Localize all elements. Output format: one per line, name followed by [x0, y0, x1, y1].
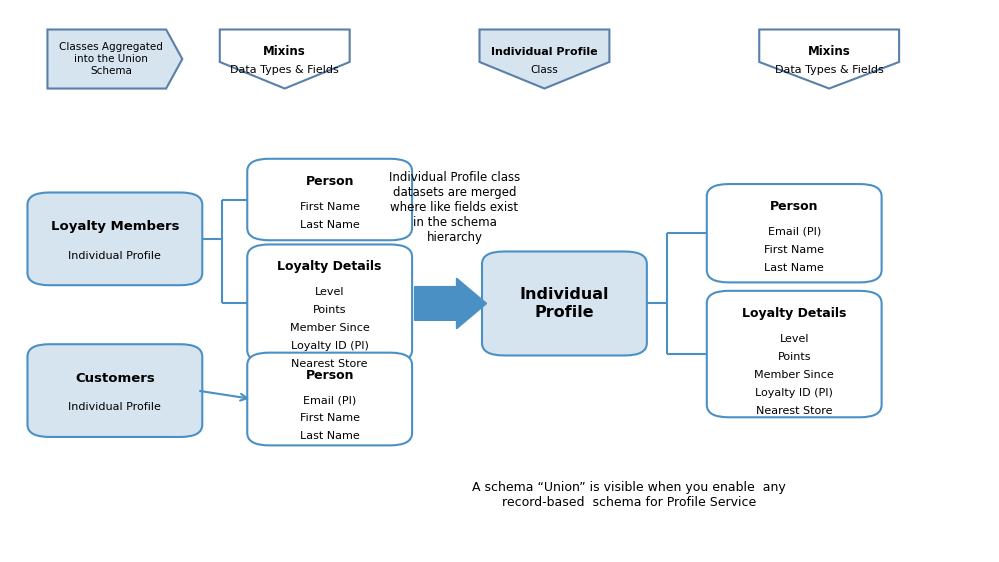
Text: Individual
Profile: Individual Profile	[519, 287, 609, 320]
FancyBboxPatch shape	[248, 353, 412, 445]
Text: Data Types & Fields: Data Types & Fields	[775, 65, 883, 75]
Polygon shape	[48, 29, 182, 88]
FancyBboxPatch shape	[482, 252, 647, 355]
Text: Individual Profile: Individual Profile	[492, 47, 597, 57]
Text: First Name: First Name	[764, 245, 824, 255]
Text: Points: Points	[777, 352, 811, 361]
Text: Class: Class	[530, 65, 558, 75]
Polygon shape	[480, 29, 609, 88]
Text: Person: Person	[306, 175, 354, 188]
Text: Loyalty Details: Loyalty Details	[278, 260, 382, 274]
Text: Level: Level	[779, 334, 809, 343]
FancyBboxPatch shape	[248, 158, 412, 241]
Text: Mixins: Mixins	[264, 46, 306, 58]
Text: Individual Profile: Individual Profile	[69, 402, 161, 413]
Text: Individual Profile: Individual Profile	[69, 251, 161, 261]
Polygon shape	[220, 29, 350, 88]
Text: Email (PI): Email (PI)	[767, 227, 821, 237]
Text: Mixins: Mixins	[808, 46, 850, 58]
FancyBboxPatch shape	[28, 192, 202, 285]
Text: Loyalty Members: Loyalty Members	[51, 220, 179, 233]
Text: Individual Profile class
datasets are merged
where like fields exist
in the sche: Individual Profile class datasets are me…	[389, 171, 520, 244]
Polygon shape	[759, 29, 899, 88]
Text: A schema “Union” is visible when you enable  any
record-based  schema for Profil: A schema “Union” is visible when you ena…	[473, 481, 786, 509]
Text: Classes Aggregated
into the Union
Schema: Classes Aggregated into the Union Schema	[59, 42, 163, 76]
FancyBboxPatch shape	[707, 184, 882, 283]
FancyBboxPatch shape	[28, 344, 202, 437]
Text: Loyalty ID (PI): Loyalty ID (PI)	[755, 388, 833, 397]
Text: Customers: Customers	[75, 371, 155, 385]
Text: Last Name: Last Name	[300, 220, 360, 229]
Text: First Name: First Name	[300, 202, 360, 211]
Text: Member Since: Member Since	[290, 323, 370, 333]
Text: Last Name: Last Name	[764, 263, 824, 273]
Text: Level: Level	[315, 287, 345, 297]
Text: Loyalty Details: Loyalty Details	[742, 307, 846, 320]
Text: Nearest Store: Nearest Store	[756, 406, 832, 415]
FancyBboxPatch shape	[707, 291, 882, 417]
FancyBboxPatch shape	[248, 244, 412, 362]
FancyArrow shape	[415, 278, 487, 329]
Text: Person: Person	[770, 200, 818, 213]
Text: Loyalty ID (PI): Loyalty ID (PI)	[291, 341, 369, 351]
Text: Last Name: Last Name	[300, 432, 360, 441]
Text: Nearest Store: Nearest Store	[292, 359, 368, 369]
Text: First Name: First Name	[300, 414, 360, 423]
Text: Points: Points	[313, 305, 347, 315]
Text: Email (PI): Email (PI)	[303, 396, 357, 405]
Text: Person: Person	[306, 369, 354, 382]
Text: Member Since: Member Since	[754, 370, 834, 379]
Text: Data Types & Fields: Data Types & Fields	[231, 65, 339, 75]
